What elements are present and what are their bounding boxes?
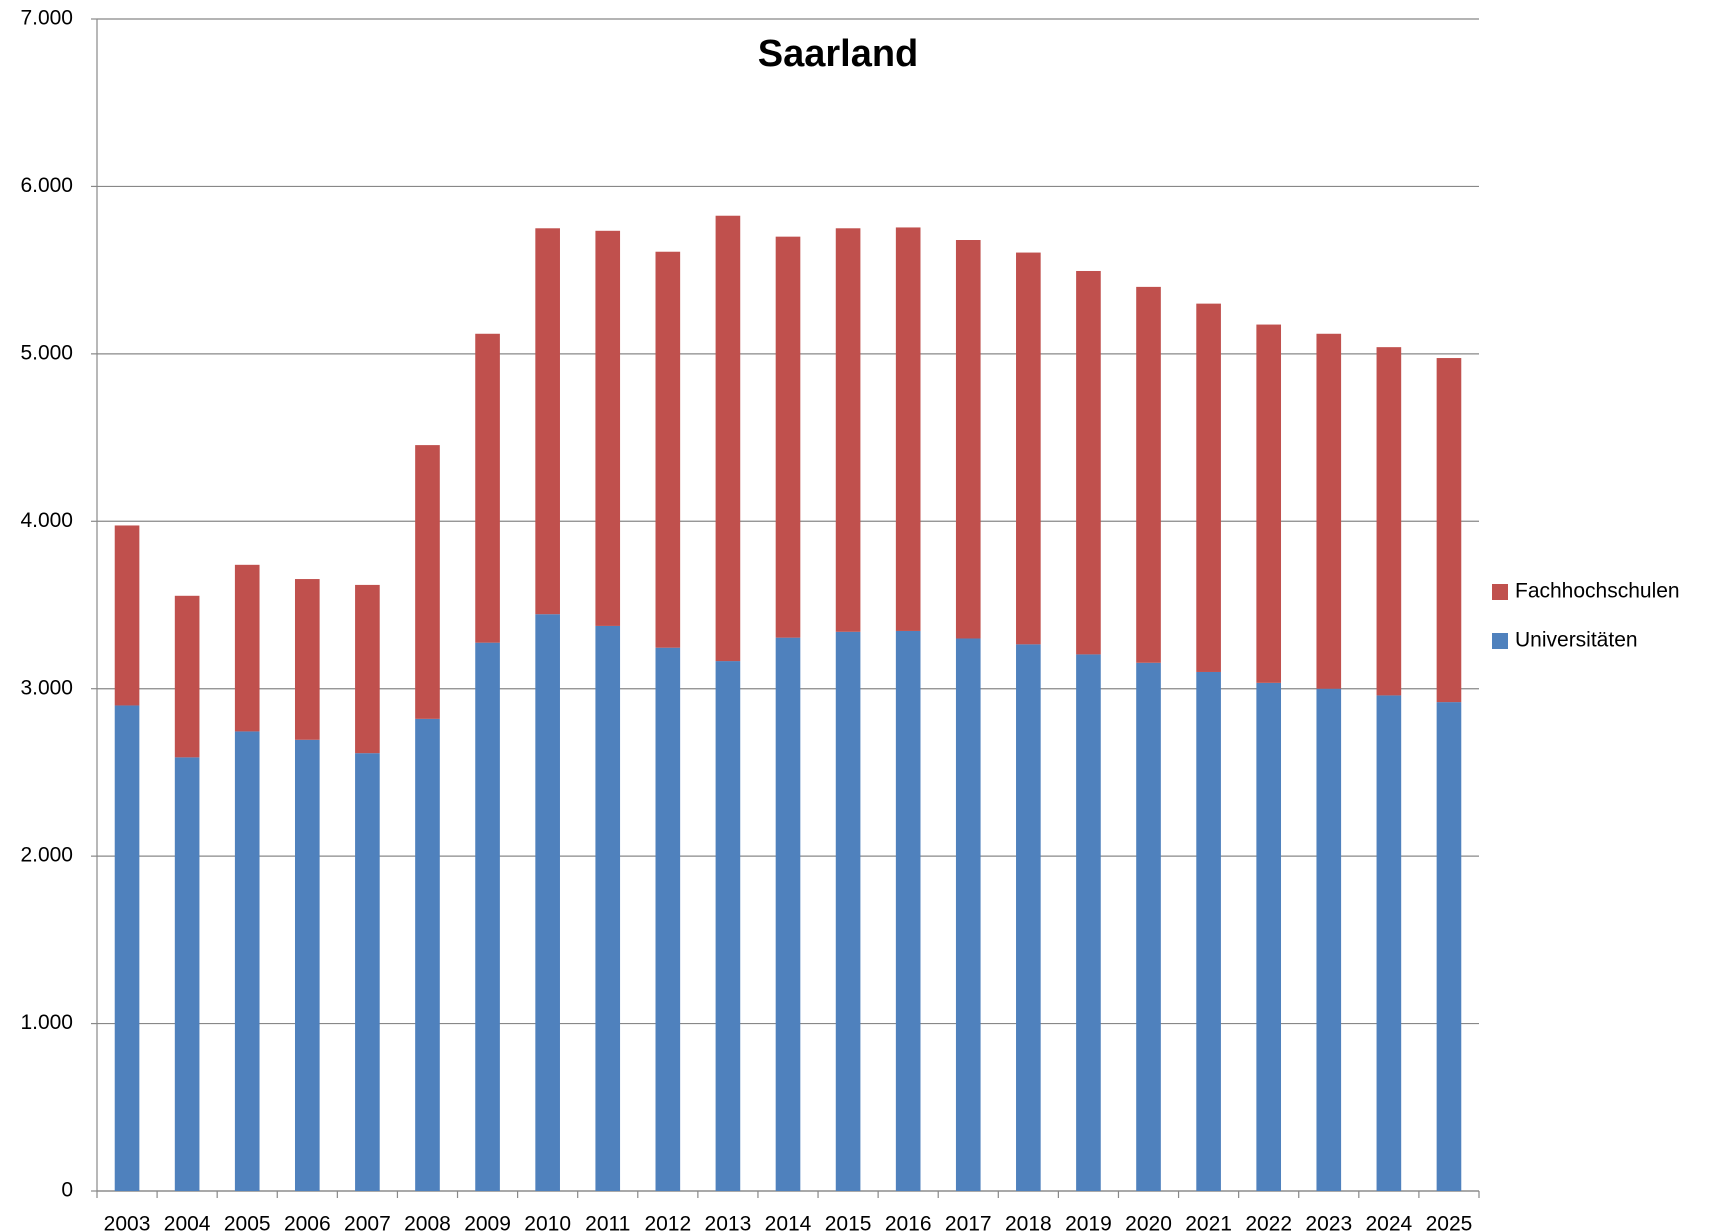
- x-tick-label: 2004: [164, 1213, 211, 1232]
- x-tick-label: 2010: [524, 1213, 571, 1232]
- x-tick-label: 2005: [224, 1213, 271, 1232]
- bar-segment: [475, 642, 500, 1191]
- x-tick-label: 2006: [284, 1213, 331, 1232]
- bar-segment: [835, 631, 861, 1191]
- legend-swatch: [1492, 633, 1508, 649]
- y-tick-label: 4.000: [20, 509, 73, 532]
- bar-segment: [955, 240, 981, 639]
- x-tick-label: 2011: [585, 1213, 630, 1232]
- x-tick-label: 2023: [1305, 1213, 1352, 1232]
- x-tick-label: 2009: [464, 1213, 511, 1232]
- bar-segment: [355, 584, 380, 754]
- x-tick-label: 2007: [344, 1213, 391, 1232]
- x-tick-label: 2021: [1185, 1213, 1232, 1232]
- bar-segment: [1016, 644, 1041, 1191]
- bar-segment: [1316, 333, 1342, 689]
- bar-segment: [1196, 303, 1221, 672]
- x-tick-label: 2012: [644, 1213, 691, 1232]
- x-tick-label: 2013: [705, 1213, 752, 1232]
- bar-segment: [294, 579, 320, 740]
- y-tick-label: 3.000: [20, 676, 73, 699]
- bar-segment: [114, 705, 140, 1191]
- legend-label: Universitäten: [1515, 629, 1638, 652]
- x-tick-label: 2025: [1426, 1213, 1473, 1232]
- bar-segment: [1376, 695, 1402, 1191]
- x-tick-label: 2016: [885, 1213, 932, 1232]
- bar-segment: [595, 625, 621, 1191]
- bar-segment: [415, 445, 440, 719]
- bar-segment: [1196, 671, 1221, 1191]
- bar-segment: [114, 525, 140, 706]
- bar-segment: [715, 215, 741, 662]
- bar-segment: [595, 230, 621, 626]
- bar-segment: [1016, 252, 1041, 645]
- bar-segment: [895, 227, 921, 631]
- bar-segment: [1436, 702, 1462, 1191]
- y-tick-label: 0: [61, 1179, 73, 1202]
- chart-title: Saarland: [758, 33, 919, 75]
- bar-segment: [535, 614, 560, 1191]
- x-tick-label: 2022: [1245, 1213, 1292, 1232]
- x-tick-label: 2024: [1366, 1213, 1413, 1232]
- bar-segment: [1136, 662, 1161, 1191]
- bar-segment: [835, 228, 861, 632]
- y-tick-label: 2.000: [20, 844, 73, 867]
- y-tick-label: 1.000: [20, 1011, 73, 1034]
- bar-segment: [1436, 358, 1462, 703]
- x-tick-label: 2017: [945, 1213, 992, 1232]
- bar-segment: [1256, 682, 1282, 1191]
- x-tick-label: 2019: [1065, 1213, 1112, 1232]
- y-tick-label: 7.000: [20, 7, 73, 30]
- bar-segment: [1076, 654, 1101, 1191]
- bar-segment: [955, 638, 981, 1191]
- bar-segment: [234, 564, 260, 732]
- x-tick-label: 2008: [404, 1213, 451, 1232]
- x-tick-label: 2003: [104, 1213, 151, 1232]
- bar-segment: [1376, 347, 1402, 696]
- legend-label: Fachhochschulen: [1515, 580, 1680, 603]
- legend-swatch: [1492, 584, 1508, 600]
- bar-segment: [535, 228, 560, 615]
- bar-segment: [655, 251, 681, 648]
- y-tick-label: 5.000: [20, 341, 73, 364]
- bar-segment: [294, 739, 320, 1191]
- x-tick-label: 2020: [1125, 1213, 1172, 1232]
- bar-segment: [174, 595, 200, 758]
- bar-segment: [475, 333, 500, 643]
- bar-segment: [1316, 688, 1342, 1191]
- bar-segment: [355, 753, 380, 1191]
- bar-segment: [655, 647, 681, 1191]
- bar-segment: [895, 630, 921, 1191]
- bar-segment: [1136, 286, 1161, 663]
- bar-segment: [1256, 324, 1282, 683]
- bar-segment: [715, 661, 741, 1191]
- bar-segment: [775, 236, 801, 638]
- x-tick-label: 2015: [825, 1213, 872, 1232]
- bar-segment: [1076, 270, 1101, 655]
- x-tick-label: 2018: [1005, 1213, 1052, 1232]
- y-tick-label: 6.000: [20, 174, 73, 197]
- x-tick-label: 2014: [765, 1213, 812, 1232]
- bar-segment: [775, 637, 801, 1191]
- bar-segment: [234, 731, 260, 1191]
- bar-segment: [174, 757, 200, 1191]
- bar-segment: [415, 718, 440, 1191]
